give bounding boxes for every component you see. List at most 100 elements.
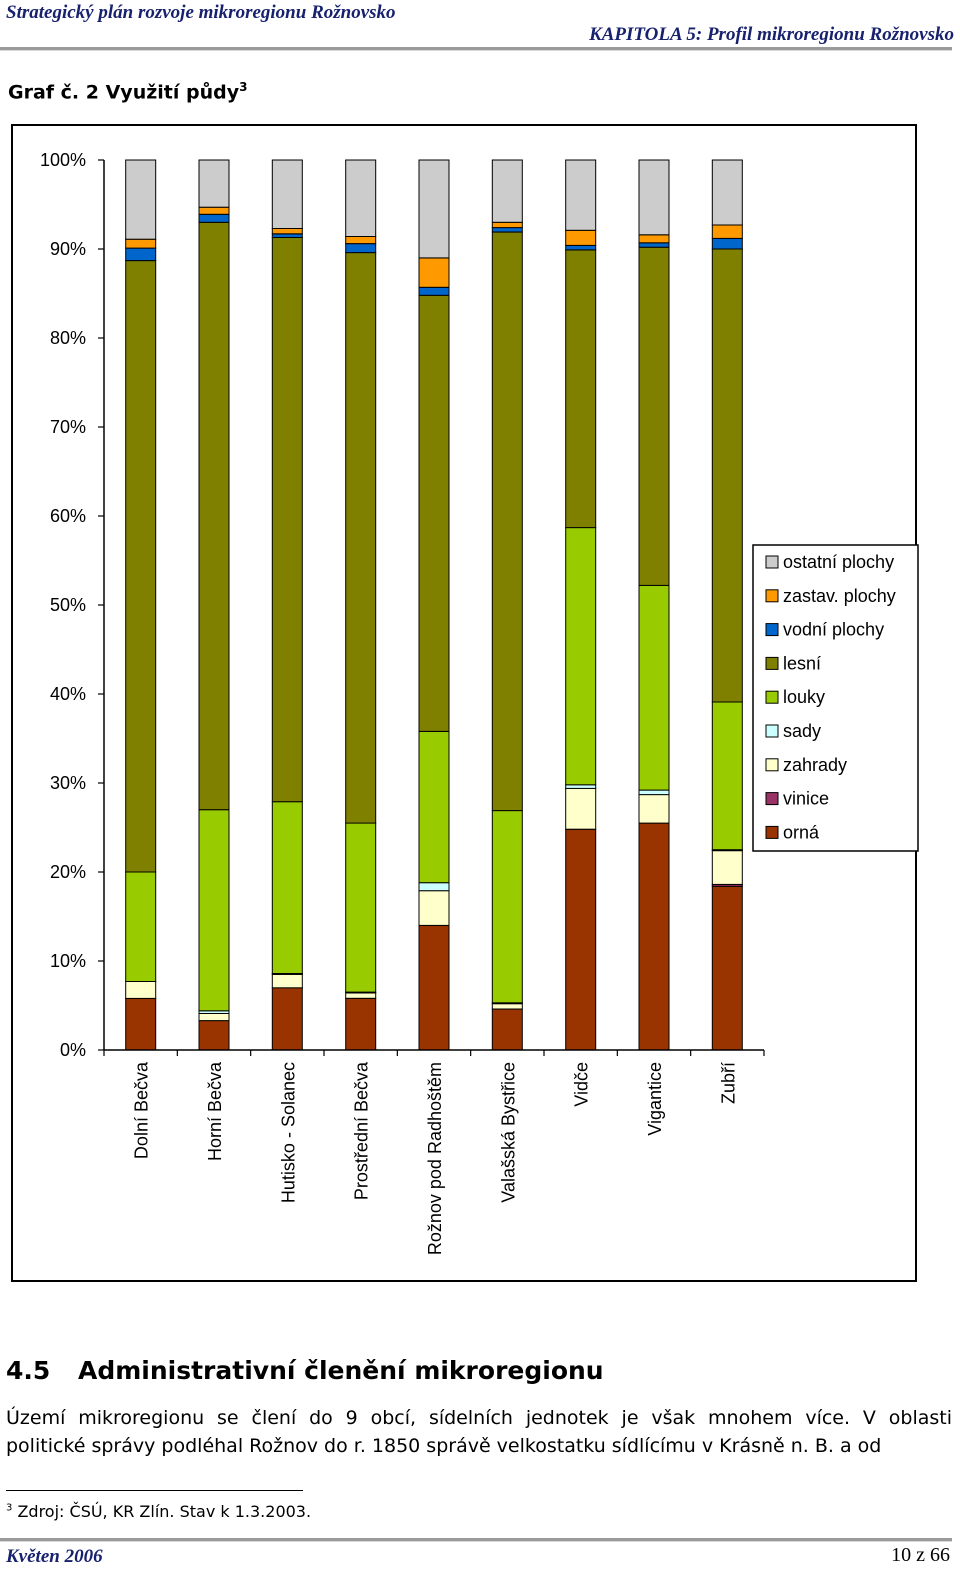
- bar-segment-orna-zubri: [711, 885, 743, 1051]
- bar-segment-zastav-plochy-vigantice: [638, 234, 670, 244]
- x-tick-label-horni-becva: Horní Bečva: [205, 1061, 225, 1161]
- bar-segment-louky-valasska-bystrice: [491, 810, 523, 1004]
- y-tick-label-30: 30%: [50, 773, 86, 793]
- legend: ostatní plochy zastav. plochy vodní plochy…: [752, 544, 919, 852]
- graph-title-footnote-ref: 3: [239, 80, 248, 94]
- bar-segment-ostatni-plochy-dolni-becva: [125, 159, 157, 240]
- bar-segment-louky-vidce: [565, 527, 597, 786]
- legend-label-sady: sady: [783, 721, 821, 741]
- section-number: 4.5: [6, 1356, 51, 1385]
- bar-segment-lesni-dolni-becva: [125, 260, 157, 873]
- y-tick-label-10: 10%: [50, 951, 86, 971]
- bar-segment-ostatni-plochy-valasska-bystrice: [491, 159, 523, 223]
- graph-title: Graf č. 2 Využití půdy3: [8, 80, 247, 103]
- footer-page-number: 10 z 66: [891, 1544, 950, 1566]
- bar-segment-ostatni-plochy-vigantice: [638, 159, 670, 236]
- land-use-chart: Dolní Bečva Horní Bečva Hutisko - Solanec P…: [40, 150, 919, 1255]
- y-tick-label-40: 40%: [50, 684, 86, 704]
- bar-segment-zastav-plochy-valasska-bystrice: [491, 221, 523, 229]
- bar-segment-zahrady-valasska-bystrice: [491, 1003, 523, 1010]
- bar-segment-vodni-plochy-horni-becva: [198, 213, 230, 223]
- footnote-divider: [6, 1490, 303, 1491]
- y-tick-label-80: 80%: [50, 328, 86, 348]
- bar-segment-ostatni-plochy-prostredni-becva: [345, 159, 377, 237]
- y-tick-label-50: 50%: [50, 595, 86, 615]
- bar-segment-vodni-plochy-vidce: [565, 244, 597, 251]
- bar-segment-orna-horni-becva: [198, 1020, 230, 1051]
- bar-segment-louky-horni-becva: [198, 809, 230, 1012]
- x-tick-label-roznov-pod-radhostem: Rožnov pod Radhoštěm: [425, 1062, 445, 1255]
- bar-segment-vodni-plochy-zubri: [711, 237, 743, 250]
- header-divider: [0, 47, 952, 51]
- bar-segment-ostatni-plochy-zubri: [711, 159, 743, 226]
- bar-segment-orna-vigantice: [638, 822, 670, 1051]
- legend-label-lesni: lesní: [783, 653, 821, 673]
- y-tick-label-20: 20%: [50, 862, 86, 882]
- legend-swatch-lesni: [765, 656, 779, 670]
- axis-layer: Dolní Bečva Horní Bečva Hutisko - Solanec P…: [40, 150, 765, 1255]
- bar-segment-orna-vidce: [565, 828, 597, 1051]
- section-heading: 4.5 Administrativní členění mikroregionu: [6, 1356, 604, 1385]
- bar-segment-zahrady-roznov-pod-radhostem: [418, 890, 450, 926]
- legend-label-ostatni-plochy: ostatní plochy: [783, 552, 894, 572]
- legend-swatch-orna: [765, 825, 779, 839]
- section-title: Administrativní členění mikroregionu: [78, 1356, 604, 1385]
- legend-label-vinice: vinice: [783, 789, 829, 809]
- bar-segment-orna-roznov-pod-radhostem: [418, 924, 450, 1051]
- bar-segment-vodni-plochy-dolni-becva: [125, 247, 157, 262]
- bar-segment-vodni-plochy-hutisko-solanec: [271, 233, 303, 238]
- bar-segment-orna-hutisko-solanec: [271, 987, 303, 1051]
- bar-segment-lesni-vidce: [565, 249, 597, 529]
- bar-segment-zahrady-prostredni-becva: [345, 992, 377, 999]
- bar-segment-lesni-horni-becva: [198, 221, 230, 811]
- bar-segment-zahrady-hutisko-solanec: [271, 973, 303, 989]
- page-header-right: KAPITOLA 5: Profil mikroregionu Rožnovsk…: [589, 24, 954, 45]
- bar-segment-zastav-plochy-prostredni-becva: [345, 236, 377, 245]
- bar-segment-lesni-hutisko-solanec: [271, 236, 303, 803]
- bar-segment-louky-prostredni-becva: [345, 822, 377, 993]
- bar-segment-ostatni-plochy-roznov-pod-radhostem: [418, 159, 450, 259]
- footer-date: Květen 2006: [6, 1546, 103, 1567]
- x-tick-label-zubri: Zubří: [718, 1062, 738, 1104]
- bar-segment-zahrady-dolni-becva: [125, 981, 157, 999]
- bar-segment-zahrady-vigantice: [638, 794, 670, 824]
- bar-segment-ostatni-plochy-vidce: [565, 159, 597, 231]
- bars-layer: [125, 159, 743, 1051]
- legend-swatch-zahrady: [765, 758, 779, 772]
- x-tick-label-hutisko-solanec: Hutisko - Solanec: [278, 1062, 298, 1203]
- bar-segment-sady-vidce: [565, 784, 597, 789]
- bar-segment-vodni-plochy-roznov-pod-radhostem: [418, 286, 450, 296]
- bar-segment-lesni-prostredni-becva: [345, 252, 377, 824]
- legend-swatch-vodni-plochy: [765, 623, 779, 637]
- legend-label-vodni-plochy: vodní plochy: [783, 620, 884, 640]
- bar-segment-zastav-plochy-vidce: [565, 229, 597, 246]
- legend-label-orna: orná: [783, 822, 820, 842]
- bar-segment-sady-roznov-pod-radhostem: [418, 882, 450, 892]
- bar-segment-vodni-plochy-vigantice: [638, 242, 670, 248]
- bar-segment-lesni-roznov-pod-radhostem: [418, 294, 450, 732]
- legend-box: [752, 544, 919, 852]
- legend-label-zastav-plochy: zastav. plochy: [783, 586, 896, 606]
- bar-segment-zastav-plochy-hutisko-solanec: [271, 228, 303, 235]
- y-tick-label-70: 70%: [50, 417, 86, 437]
- bar-segment-zastav-plochy-zubri: [711, 224, 743, 239]
- legend-swatch-sady: [765, 724, 779, 738]
- footnote-text: Zdroj: ČSÚ, KR Zlín. Stav k 1.3.2003.: [12, 1502, 312, 1521]
- bar-segment-orna-prostredni-becva: [345, 997, 377, 1051]
- bar-segment-lesni-vigantice: [638, 246, 670, 586]
- graph-title-text: Graf č. 2 Využití půdy: [8, 81, 240, 104]
- bar-segment-zastav-plochy-roznov-pod-radhostem: [418, 257, 450, 288]
- x-tick-label-prostredni-becva: Prostřední Bečva: [352, 1061, 372, 1200]
- bar-segment-zahrady-horni-becva: [198, 1013, 230, 1022]
- bar-segment-louky-hutisko-solanec: [271, 801, 303, 975]
- bar-segment-lesni-valasska-bystrice: [491, 231, 523, 812]
- bar-segment-louky-dolni-becva: [125, 871, 157, 982]
- bar-segment-ostatni-plochy-horni-becva: [198, 159, 230, 208]
- bar-segment-louky-zubri: [711, 701, 743, 851]
- x-tick-label-vidce: Vidče: [572, 1062, 592, 1107]
- bar-segment-zahrady-zubri: [711, 850, 743, 885]
- y-tick-label-60: 60%: [50, 506, 86, 526]
- y-tick-label-90: 90%: [50, 239, 86, 259]
- bar-segment-lesni-zubri: [711, 248, 743, 703]
- bar-segment-vodni-plochy-prostredni-becva: [345, 243, 377, 254]
